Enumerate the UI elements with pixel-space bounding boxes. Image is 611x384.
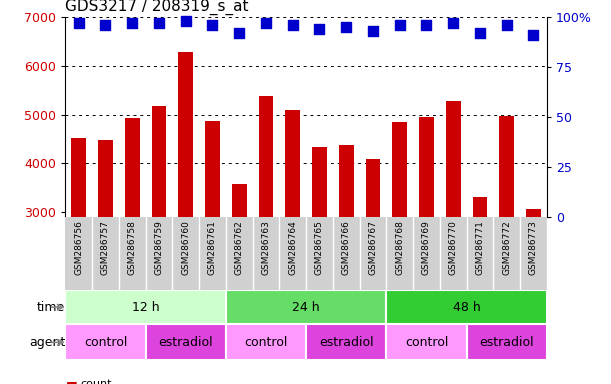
Bar bbox=[419, 117, 434, 358]
Point bbox=[101, 22, 111, 28]
Text: GDS3217 / 208319_s_at: GDS3217 / 208319_s_at bbox=[65, 0, 249, 15]
Text: time: time bbox=[37, 301, 65, 314]
Text: GSM286757: GSM286757 bbox=[101, 220, 110, 275]
Bar bbox=[306, 324, 386, 360]
Point bbox=[288, 22, 298, 28]
Text: estradiol: estradiol bbox=[158, 336, 213, 349]
Bar bbox=[232, 184, 247, 358]
Text: GSM286765: GSM286765 bbox=[315, 220, 324, 275]
Text: estradiol: estradiol bbox=[319, 336, 373, 349]
Point bbox=[422, 22, 431, 28]
Point bbox=[529, 32, 538, 38]
Text: control: control bbox=[244, 336, 288, 349]
Bar bbox=[98, 139, 113, 358]
Text: GSM286766: GSM286766 bbox=[342, 220, 351, 275]
Bar bbox=[125, 118, 139, 358]
Bar bbox=[226, 290, 386, 324]
Text: GSM286773: GSM286773 bbox=[529, 220, 538, 275]
Text: GSM286769: GSM286769 bbox=[422, 220, 431, 275]
Point bbox=[315, 26, 324, 32]
Text: control: control bbox=[84, 336, 127, 349]
Text: GSM286768: GSM286768 bbox=[395, 220, 404, 275]
Text: GSM286761: GSM286761 bbox=[208, 220, 217, 275]
Point bbox=[448, 20, 458, 26]
Bar bbox=[152, 106, 166, 358]
Point bbox=[127, 20, 137, 26]
Bar bbox=[473, 197, 488, 358]
Bar bbox=[339, 145, 354, 358]
Text: GSM286763: GSM286763 bbox=[262, 220, 271, 275]
Text: GSM286770: GSM286770 bbox=[448, 220, 458, 275]
Bar bbox=[65, 324, 145, 360]
Text: GSM286764: GSM286764 bbox=[288, 220, 297, 275]
Bar bbox=[226, 324, 306, 360]
Text: GSM286767: GSM286767 bbox=[368, 220, 378, 275]
Text: 48 h: 48 h bbox=[453, 301, 480, 314]
Text: agent: agent bbox=[29, 336, 65, 349]
Bar bbox=[446, 101, 461, 358]
Point bbox=[502, 22, 511, 28]
Text: ■: ■ bbox=[65, 379, 77, 384]
Bar bbox=[526, 209, 541, 358]
Text: GSM286771: GSM286771 bbox=[475, 220, 485, 275]
Bar bbox=[258, 96, 273, 358]
Text: GSM286759: GSM286759 bbox=[155, 220, 164, 275]
Text: GSM286772: GSM286772 bbox=[502, 220, 511, 275]
Point bbox=[181, 18, 191, 24]
Text: 12 h: 12 h bbox=[132, 301, 159, 314]
Text: estradiol: estradiol bbox=[480, 336, 534, 349]
Bar bbox=[178, 52, 193, 358]
Point bbox=[154, 20, 164, 26]
Point bbox=[74, 20, 84, 26]
Text: GSM286756: GSM286756 bbox=[75, 220, 83, 275]
Bar bbox=[145, 324, 226, 360]
Point bbox=[368, 28, 378, 34]
Point bbox=[342, 24, 351, 30]
Bar bbox=[205, 121, 220, 358]
Text: 24 h: 24 h bbox=[292, 301, 320, 314]
Bar bbox=[467, 324, 547, 360]
Bar bbox=[386, 290, 547, 324]
Bar bbox=[71, 137, 86, 358]
Point bbox=[395, 22, 404, 28]
Bar bbox=[285, 110, 300, 358]
Bar bbox=[312, 147, 327, 358]
Bar bbox=[386, 324, 467, 360]
Text: GSM286758: GSM286758 bbox=[128, 220, 137, 275]
Text: control: control bbox=[405, 336, 448, 349]
Point bbox=[475, 30, 485, 36]
Bar bbox=[365, 159, 380, 358]
Point bbox=[261, 20, 271, 26]
Bar bbox=[392, 122, 407, 358]
Text: GSM286762: GSM286762 bbox=[235, 220, 244, 275]
Bar bbox=[65, 290, 226, 324]
Point bbox=[235, 30, 244, 36]
Text: GSM286760: GSM286760 bbox=[181, 220, 190, 275]
Bar bbox=[499, 116, 514, 358]
Point bbox=[208, 22, 218, 28]
Text: count: count bbox=[81, 379, 112, 384]
